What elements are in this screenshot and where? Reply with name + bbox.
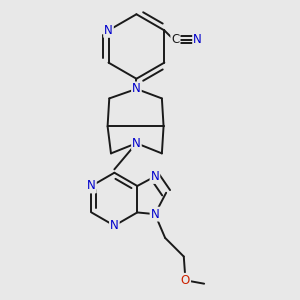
Text: N: N	[104, 24, 113, 37]
Text: N: N	[151, 208, 159, 220]
Text: N: N	[151, 170, 159, 183]
Text: N: N	[132, 82, 141, 95]
Text: N: N	[132, 137, 141, 150]
Text: N: N	[110, 219, 119, 232]
Text: N: N	[193, 33, 202, 46]
Text: O: O	[181, 274, 190, 287]
Text: N: N	[87, 179, 96, 193]
Text: C: C	[171, 33, 180, 46]
